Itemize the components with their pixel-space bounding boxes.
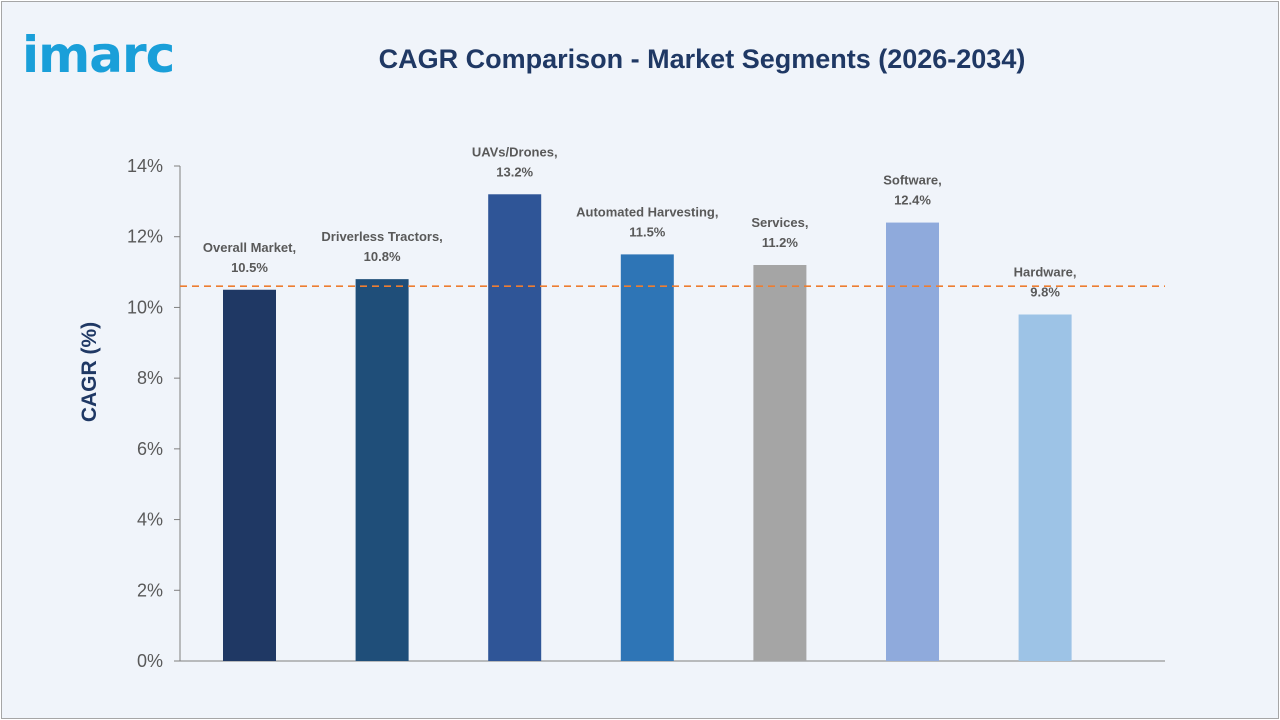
data-label-name: Overall Market, xyxy=(203,240,296,255)
data-label-name: Automated Harvesting, xyxy=(576,204,718,219)
bar xyxy=(1018,314,1072,661)
y-tick-label: 12% xyxy=(127,227,163,247)
y-tick-label: 10% xyxy=(127,297,163,317)
data-label-value: 13.2% xyxy=(496,164,533,179)
data-label-name: UAVs/Drones, xyxy=(472,144,558,159)
data-label-value: 10.8% xyxy=(364,249,401,264)
data-label-value: 11.5% xyxy=(629,224,666,239)
y-tick-label: 14% xyxy=(127,156,163,176)
bar xyxy=(355,279,409,661)
bar xyxy=(488,194,542,662)
bar xyxy=(223,289,276,661)
y-tick-label: 0% xyxy=(137,651,163,671)
y-tick-label: 6% xyxy=(137,439,163,459)
imarc-logo: imarc xyxy=(22,26,175,84)
bar xyxy=(620,254,674,661)
data-label-value: 11.2% xyxy=(762,235,799,250)
y-tick-label: 2% xyxy=(137,580,163,600)
data-label-value: 12.4% xyxy=(894,193,931,208)
data-labels-group: Overall Market, 10.5% Driverless Tractors,… xyxy=(203,144,1077,299)
data-label-name: Software, xyxy=(883,173,942,188)
bars-group xyxy=(223,194,1072,662)
data-label-name: Hardware, xyxy=(1014,265,1077,280)
y-tick-label: 8% xyxy=(137,368,163,388)
data-label-name: Services, xyxy=(751,215,808,230)
y-axis-label: CAGR (%) xyxy=(78,322,101,422)
data-label-value: 9.8% xyxy=(1030,285,1060,300)
data-label-value: 10.5% xyxy=(231,260,268,275)
chart-axes: 0% 2% 4% 6% 8% 10% 12% 14% xyxy=(127,156,1165,671)
bar xyxy=(886,222,939,662)
bar xyxy=(753,265,807,661)
chart-title: CAGR Comparison - Market Segments (2026-… xyxy=(378,44,1026,74)
data-label-name: Driverless Tractors, xyxy=(321,229,442,244)
y-tick-label: 4% xyxy=(137,510,163,530)
